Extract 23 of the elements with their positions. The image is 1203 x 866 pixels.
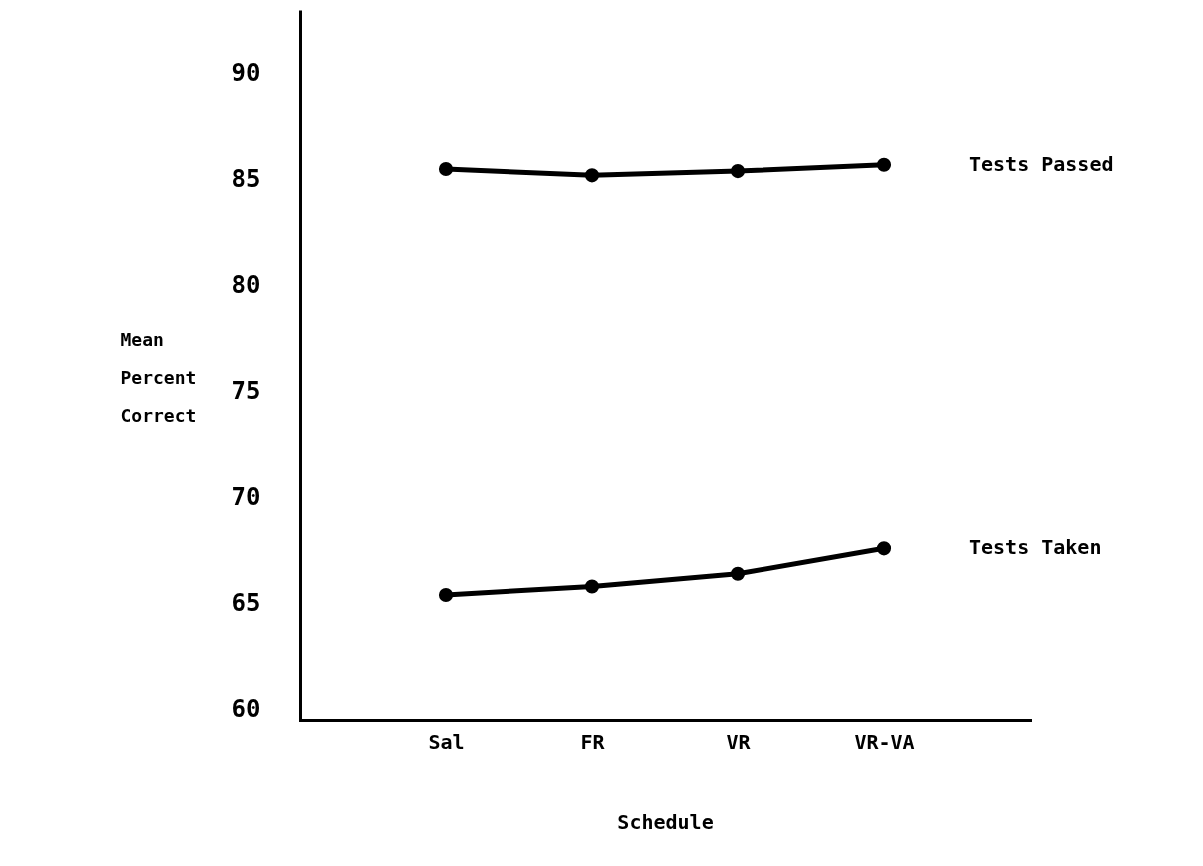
x-tick-label: VR-VA [854, 729, 915, 754]
y-tick-label: 80 [231, 271, 261, 300]
x-axis-title: Schedule [617, 809, 714, 834]
y-tick-label: 85 [231, 165, 261, 194]
point [876, 541, 892, 556]
y-tick-label: 60 [231, 694, 261, 723]
x-tick-label: VR [726, 729, 752, 754]
x-tick-label: FR [580, 729, 606, 754]
x-tick-label: Sal [428, 729, 465, 754]
point [584, 579, 600, 594]
point [876, 157, 892, 172]
point [584, 168, 600, 183]
text: Tests Passed [969, 151, 1114, 176]
y-tick-label: 70 [231, 482, 261, 511]
y-axis-title: Mean Percent Correct [120, 328, 197, 426]
point [730, 164, 746, 179]
text: Tests Taken [969, 535, 1102, 560]
y-tick-label: 75 [231, 376, 261, 405]
y-tick-label: 65 [231, 588, 261, 617]
point [730, 566, 746, 581]
point [438, 161, 454, 177]
y-tick-label: 90 [231, 59, 261, 88]
point [438, 587, 454, 603]
